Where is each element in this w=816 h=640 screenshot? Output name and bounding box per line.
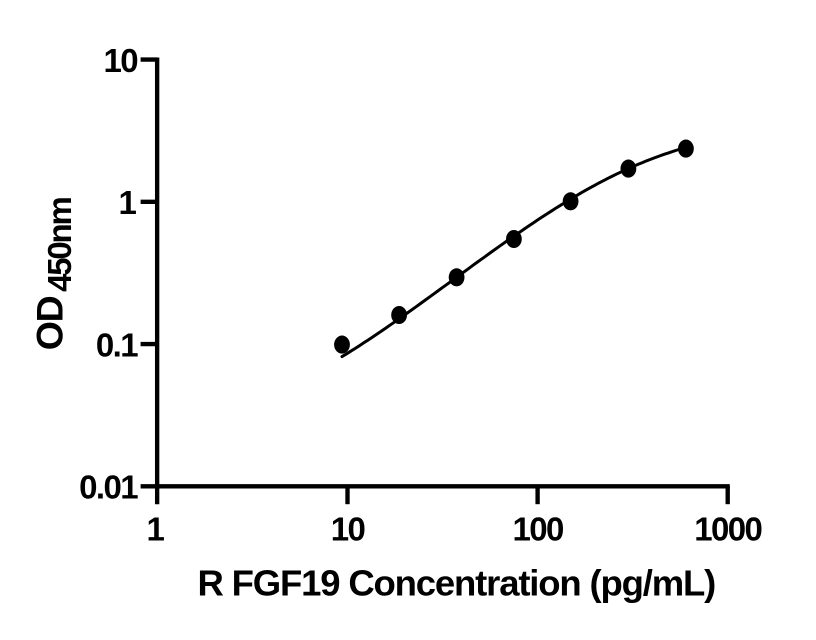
svg-text:1: 1 [147,511,165,548]
svg-text:0.01: 0.01 [79,469,138,506]
svg-text:100: 100 [512,511,563,548]
svg-text:10: 10 [103,42,137,79]
svg-text:1000: 1000 [694,511,761,548]
svg-text:1: 1 [119,184,137,221]
svg-text:450nm: 450nm [41,197,78,291]
svg-text:0.1: 0.1 [96,326,138,363]
svg-text:R FGF19 Concentration (pg/mL): R FGF19 Concentration (pg/mL) [197,562,715,603]
svg-text:10: 10 [331,511,365,548]
svg-text:OD: OD [29,296,71,350]
